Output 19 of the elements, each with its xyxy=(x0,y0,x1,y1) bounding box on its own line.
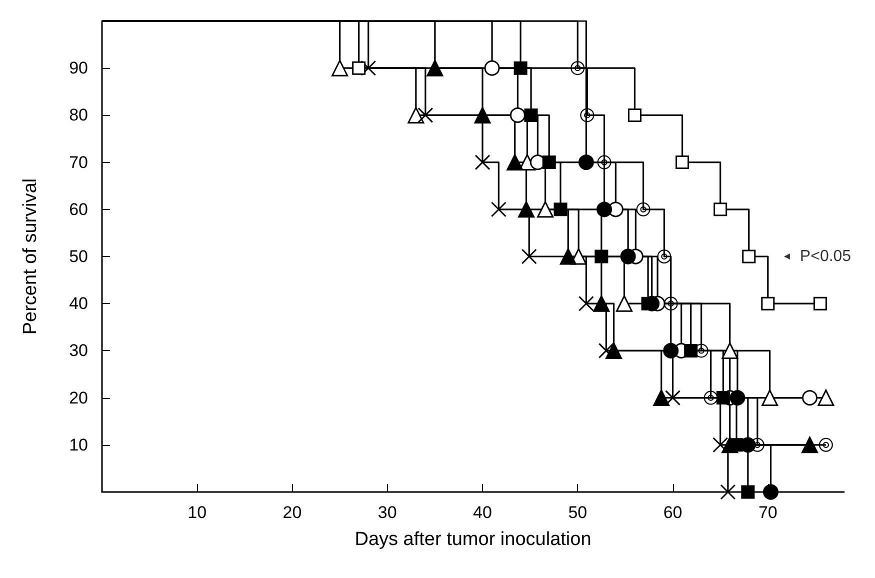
y-axis-title: Percent of survival xyxy=(20,178,41,335)
y-tick-label: 90 xyxy=(69,58,88,78)
x-axis-title: Days after tumor inoculation xyxy=(354,529,592,550)
x-tick-label: 60 xyxy=(663,503,682,522)
annotation: P<0.05 xyxy=(800,248,852,265)
y-tick-label: 80 xyxy=(69,106,88,125)
y-tick-label: 40 xyxy=(69,294,88,314)
x-tick-label: 50 xyxy=(568,503,588,522)
x-tick-label: 30 xyxy=(378,503,397,522)
x-tick-label: 40 xyxy=(473,503,492,522)
y-tick-label: 60 xyxy=(69,200,88,219)
y-tick-label: 20 xyxy=(69,388,88,408)
x-tick-label: 20 xyxy=(282,503,302,522)
y-tick-label: 10 xyxy=(69,435,88,454)
x-tick-label: 10 xyxy=(188,503,207,522)
y-tick-label: 70 xyxy=(69,152,88,172)
x-tick-label: 70 xyxy=(758,503,778,522)
y-tick-label: 30 xyxy=(69,341,88,360)
y-tick-label: 50 xyxy=(69,247,88,266)
